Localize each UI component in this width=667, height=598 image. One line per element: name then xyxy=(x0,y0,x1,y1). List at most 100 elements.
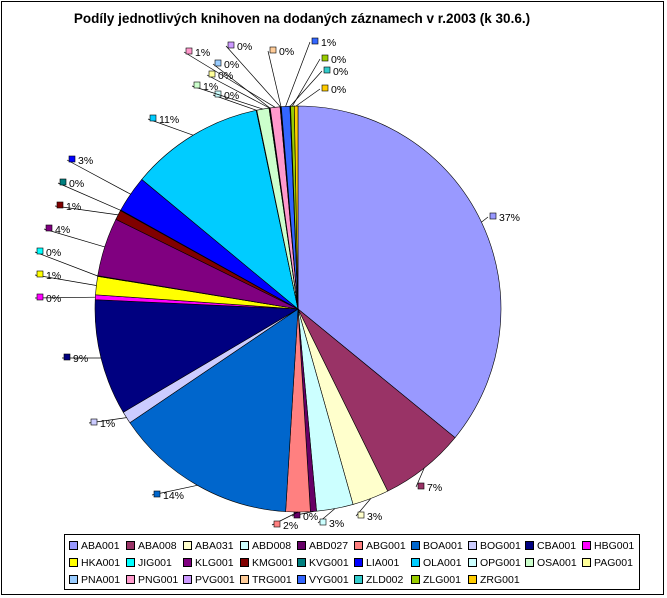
pie-slice-aba001 xyxy=(297,105,502,439)
data-label-hbg001: 0% xyxy=(46,293,61,305)
data-label-swatch-abd008 xyxy=(319,518,327,526)
legend-item-vyg001: VYG001 xyxy=(297,571,349,588)
legend-label: TRG001 xyxy=(252,573,292,586)
data-label-zlg001: 0% xyxy=(331,54,346,66)
legend-swatch xyxy=(69,558,78,567)
legend-item-aba031: ABA031 xyxy=(183,537,234,554)
legend-swatch xyxy=(582,541,591,550)
data-label-klg001: 4% xyxy=(55,224,70,236)
chart-legend: ABA001 ABA008 ABA031 ABD008 ABD027 ABG001 BOA0… xyxy=(64,534,640,590)
leader-line-zrg001 xyxy=(295,88,321,107)
legend-swatch xyxy=(126,541,135,550)
data-label-aba008: 7% xyxy=(427,482,442,494)
leader-line-hka001 xyxy=(34,274,97,286)
leader-line-png001 xyxy=(183,51,276,108)
data-label-ola001: 11% xyxy=(159,114,179,126)
leader-line-hbg001 xyxy=(34,296,96,299)
data-label-opg001: 0% xyxy=(224,90,239,102)
data-label-trg001: 0% xyxy=(279,46,294,58)
chart-title: Podíly jednotlivých knihoven na dodaných… xyxy=(73,11,531,26)
legend-label: ABD008 xyxy=(252,539,292,552)
legend-swatch xyxy=(240,575,249,584)
leader-line-zlg001 xyxy=(292,58,321,107)
legend-label: BOG001 xyxy=(480,539,521,552)
legend-item-cba001: CBA001 xyxy=(525,537,576,554)
legend-swatch xyxy=(126,558,135,567)
data-label-swatch-vyg001 xyxy=(311,37,319,45)
leader-line-pna001 xyxy=(212,63,271,109)
data-label-pna001: 0% xyxy=(224,59,239,71)
legend-item-pag001: PAG001 xyxy=(582,554,633,571)
legend-label: LIA001 xyxy=(366,556,400,569)
leader-line-trg001 xyxy=(267,50,282,107)
leader-line-vyg001 xyxy=(285,41,311,107)
legend-label: OLA001 xyxy=(423,556,462,569)
legend-label: HBG001 xyxy=(594,539,635,552)
data-label-pag001: 0% xyxy=(218,70,233,82)
data-label-swatch-aba008 xyxy=(417,482,425,490)
leader-line-opg001 xyxy=(212,94,257,111)
data-label-swatch-abg001 xyxy=(273,520,281,528)
legend-swatch xyxy=(69,575,78,584)
legend-label: ZRG001 xyxy=(480,573,520,586)
leader-line-zld002 xyxy=(290,70,323,107)
leader-line-klg001 xyxy=(43,228,105,248)
legend-item-zrg001: ZRG001 xyxy=(468,571,520,588)
data-label-swatch-lia001 xyxy=(68,155,76,163)
pie-slice-ola001 xyxy=(141,109,299,310)
pie-slice-cba001 xyxy=(94,299,300,413)
legend-label: BOA001 xyxy=(423,539,463,552)
leader-line-aba008 xyxy=(415,467,425,488)
data-label-swatch-zld002 xyxy=(323,66,331,74)
legend-item-abd008: ABD008 xyxy=(240,537,291,554)
legend-label: ABG001 xyxy=(366,539,406,552)
legend-item-hka001: HKA001 xyxy=(69,554,120,571)
leader-line-osa001 xyxy=(191,85,264,110)
data-label-swatch-hka001 xyxy=(36,270,44,278)
legend-item-hbg001: HBG001 xyxy=(582,537,634,554)
legend-label: PVG001 xyxy=(195,573,235,586)
data-label-aba001: 37% xyxy=(499,212,520,224)
legend-swatch xyxy=(240,558,249,567)
leader-line-kvg001 xyxy=(57,182,121,211)
legend-item-aba008: ABA008 xyxy=(126,537,177,554)
legend-label: OSA001 xyxy=(537,556,577,569)
data-label-cba001: 9% xyxy=(73,353,88,365)
legend-item-abd027: ABD027 xyxy=(297,537,348,554)
legend-swatch xyxy=(297,541,306,550)
legend-item-klg001: KLG001 xyxy=(183,554,234,571)
legend-item-lia001: LIA001 xyxy=(354,554,399,571)
legend-swatch xyxy=(582,558,591,567)
leader-line-pvg001 xyxy=(225,45,281,108)
data-label-bog001: 1% xyxy=(100,418,115,430)
legend-label: PNA001 xyxy=(81,573,121,586)
data-label-swatch-trg001 xyxy=(269,46,277,54)
data-label-swatch-jig001 xyxy=(36,247,44,255)
legend-swatch xyxy=(525,558,534,567)
legend-label: CBA001 xyxy=(537,539,577,552)
legend-swatch xyxy=(411,575,420,584)
legend-swatch xyxy=(183,558,192,567)
data-label-swatch-osa001 xyxy=(193,81,201,89)
legend-item-osa001: OSA001 xyxy=(525,554,577,571)
data-label-vyg001: 1% xyxy=(321,37,336,49)
legend-label: VYG001 xyxy=(309,573,349,586)
leader-line-lia001 xyxy=(66,159,131,195)
legend-label: KVG001 xyxy=(309,556,349,569)
legend-swatch xyxy=(411,558,420,567)
legend-label: HKA001 xyxy=(81,556,121,569)
legend-label: KLG001 xyxy=(195,556,234,569)
data-label-swatch-aba031 xyxy=(357,511,365,519)
legend-label: OPG001 xyxy=(480,556,521,569)
data-label-abd027: 0% xyxy=(303,511,318,523)
legend-label: JIG001 xyxy=(138,556,172,569)
data-label-kvg001: 0% xyxy=(69,178,84,190)
legend-item-png001: PNG001 xyxy=(126,571,178,588)
legend-swatch xyxy=(411,541,420,550)
data-label-boa001: 14% xyxy=(163,490,184,502)
legend-label: ABA008 xyxy=(138,539,177,552)
legend-label: PNG001 xyxy=(138,573,179,586)
legend-swatch xyxy=(354,575,363,584)
leader-line-ola001 xyxy=(147,118,194,136)
